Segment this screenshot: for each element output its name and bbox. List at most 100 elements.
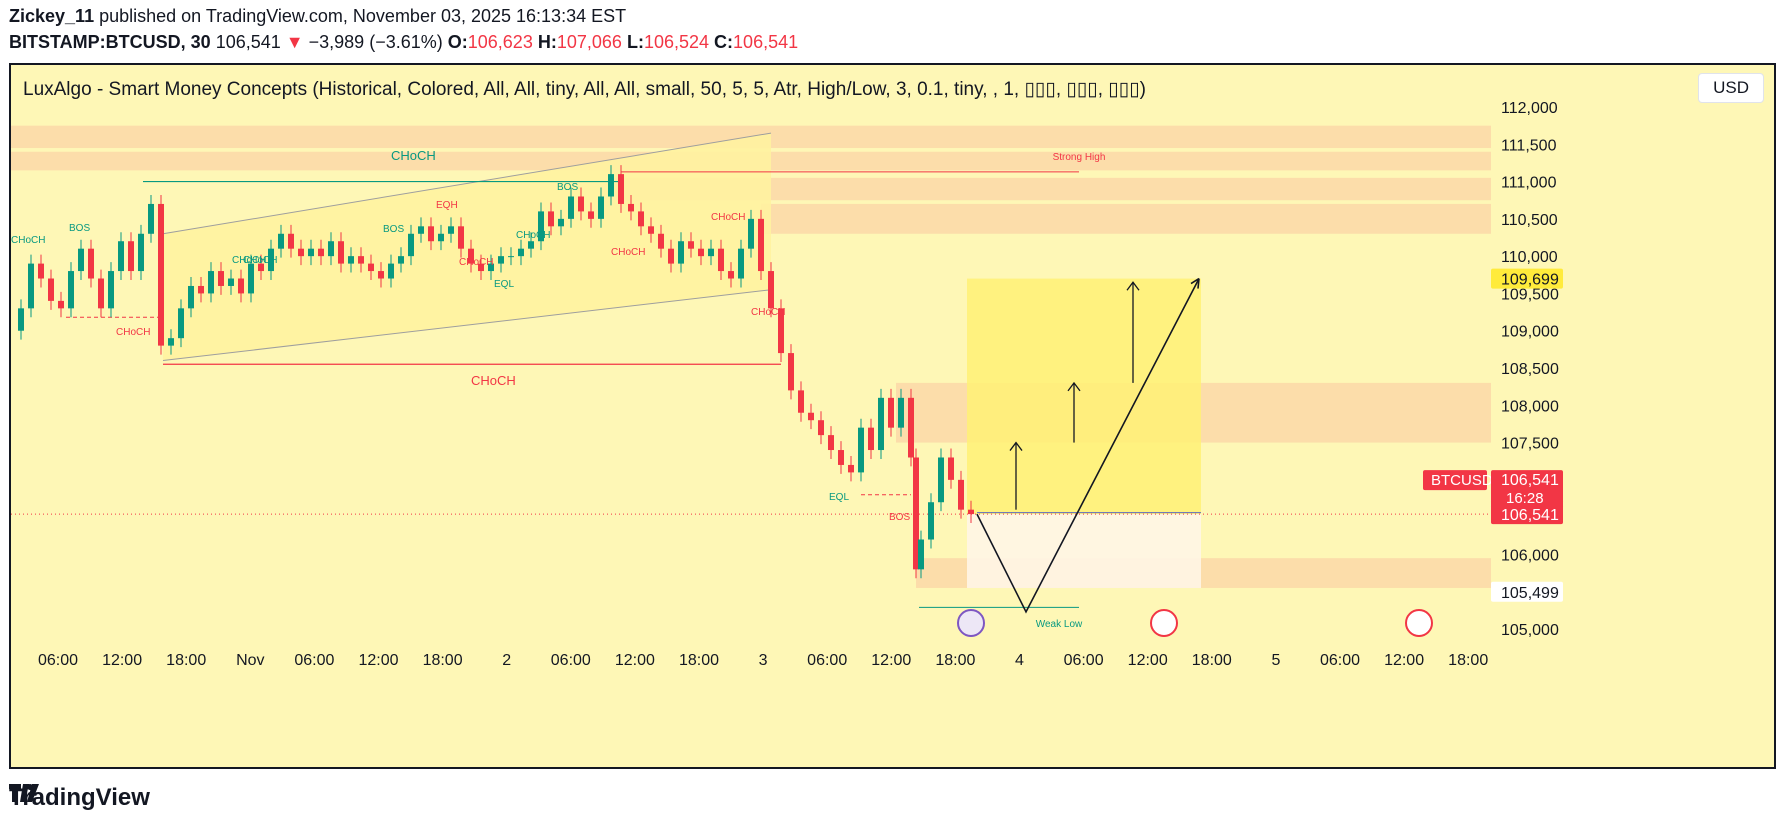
candle-body: [388, 263, 394, 279]
symbol[interactable]: BITSTAMP:BTCUSD, 30: [9, 32, 211, 52]
target-arrowhead-3: [1126, 281, 1140, 291]
candle-body: [238, 278, 244, 294]
indicator-legend[interactable]: LuxAlgo - Smart Money Concepts (Historic…: [23, 79, 1146, 100]
annotation-choch: CHoCH: [611, 247, 645, 258]
candle-body: [618, 174, 624, 204]
currency-button[interactable]: USD: [1698, 73, 1764, 103]
candle-body: [398, 256, 404, 264]
candle-body: [528, 241, 534, 249]
candle-body: [748, 218, 754, 249]
us-flag-icon: [1405, 609, 1433, 637]
annotation-bos: BOS: [557, 182, 578, 193]
x-tick-label: 12:00: [358, 652, 398, 669]
candle-body: [408, 233, 414, 257]
candle-body: [548, 211, 554, 227]
x-tick-label: 06:00: [551, 652, 591, 669]
x-tick-label: 18:00: [679, 652, 719, 669]
candle-body: [508, 256, 514, 258]
candle-body: [158, 203, 164, 346]
candle-body: [808, 412, 814, 421]
candle-body: [298, 248, 304, 257]
us-flag-icon: [1150, 609, 1178, 637]
candle-body: [118, 241, 124, 272]
x-tick-label: 5: [1271, 652, 1280, 669]
zone-supply-4: [761, 203, 1491, 234]
candle-body: [268, 248, 274, 272]
annotation-eql: EQL: [494, 279, 514, 290]
price-tag-label: 106,541: [1501, 507, 1559, 524]
candle-body: [258, 263, 264, 272]
candle-body: [913, 457, 919, 570]
annotation-choch: CHoCH: [11, 235, 45, 246]
candle-body: [818, 420, 824, 436]
candle-body: [378, 271, 384, 279]
annotation-choch: CHoCH: [232, 255, 266, 266]
candle-body: [948, 457, 954, 480]
candle-body: [558, 218, 564, 227]
candle-body: [898, 397, 904, 428]
candle-body: [308, 248, 314, 257]
close-value: 106,541: [733, 32, 799, 52]
price-tag-label: 109,699: [1501, 272, 1559, 289]
y-tick-label: 109,500: [1501, 286, 1559, 303]
candle-body: [178, 308, 184, 339]
annotation-bos: BOS: [889, 512, 910, 523]
x-tick-label: 06:00: [1320, 652, 1360, 669]
last-price-box: [1491, 470, 1563, 509]
candle-body: [718, 248, 724, 272]
candle-body: [28, 263, 34, 309]
candle-body: [78, 248, 84, 272]
tradingview-logo: [9, 784, 39, 802]
candle-body: [938, 457, 944, 503]
y-tick-label: 107,500: [1501, 436, 1559, 453]
candle-body: [788, 353, 794, 391]
zone-supply-3: [611, 177, 1491, 201]
candle-body: [778, 308, 784, 354]
x-tick-label: 18:00: [166, 652, 206, 669]
candle-body: [918, 539, 924, 570]
change: −3,989 (−3.61%): [308, 32, 443, 52]
x-tick-label: 12:00: [1128, 652, 1168, 669]
candle-body: [438, 233, 444, 242]
candle-body: [878, 397, 884, 451]
candle-body: [908, 397, 914, 458]
x-tick-label: 12:00: [102, 652, 142, 669]
published-text: published on TradingView.com, November 0…: [99, 6, 627, 26]
candle-body: [128, 241, 134, 272]
candle-body: [448, 226, 454, 234]
x-tick-label: 18:00: [1192, 652, 1232, 669]
candle-body: [188, 285, 194, 309]
candle-body: [688, 241, 694, 249]
candle-body: [368, 263, 374, 272]
price-chart[interactable]: CHoCHCHoCHCHoCHCHoCHCHoCHCHoCHCHoCHCHoCH…: [11, 65, 1774, 767]
annotation-strong-high: Strong High: [1053, 152, 1106, 163]
price-tag-label: 105,499: [1501, 585, 1559, 602]
chart-panel[interactable]: CHoCH CHoCH CHoCH CHoCH CHoCH CHoCH CHoCH CHoCH…: [9, 63, 1776, 769]
countdown-timer: 16:28: [1506, 490, 1544, 507]
btcusd-badge: [1423, 470, 1487, 491]
annotation-weak-low: Weak Low: [1036, 619, 1083, 630]
x-tick-label: 18:00: [423, 652, 463, 669]
y-tick-label: 110,500: [1501, 212, 1558, 229]
annotation-choch: CHoCH: [116, 327, 150, 338]
annotation-eqh: EQH: [436, 200, 458, 211]
x-tick-label: 2: [502, 652, 511, 669]
annotation-choch: CHoCH: [243, 255, 277, 266]
x-tick-label: 06:00: [1064, 652, 1104, 669]
y-tick-label: 110,000: [1501, 249, 1558, 266]
candle-body: [108, 271, 114, 309]
candle-body: [598, 196, 604, 219]
candle-body: [228, 278, 234, 286]
author[interactable]: Zickey_11: [9, 6, 95, 26]
down-arrow-icon: ▼: [285, 32, 304, 52]
candle-body: [658, 233, 664, 249]
footer-brand: TradingView: [9, 784, 150, 812]
channel-lower: [162, 289, 772, 362]
y-tick-label: 106,000: [1501, 547, 1559, 564]
candle-body: [48, 278, 54, 301]
candle-body: [828, 435, 834, 451]
annotation-choch: CHoCH: [516, 230, 550, 241]
candle-body: [458, 226, 464, 249]
target-arrowhead-1: [1009, 441, 1023, 451]
candle-body: [738, 248, 744, 279]
